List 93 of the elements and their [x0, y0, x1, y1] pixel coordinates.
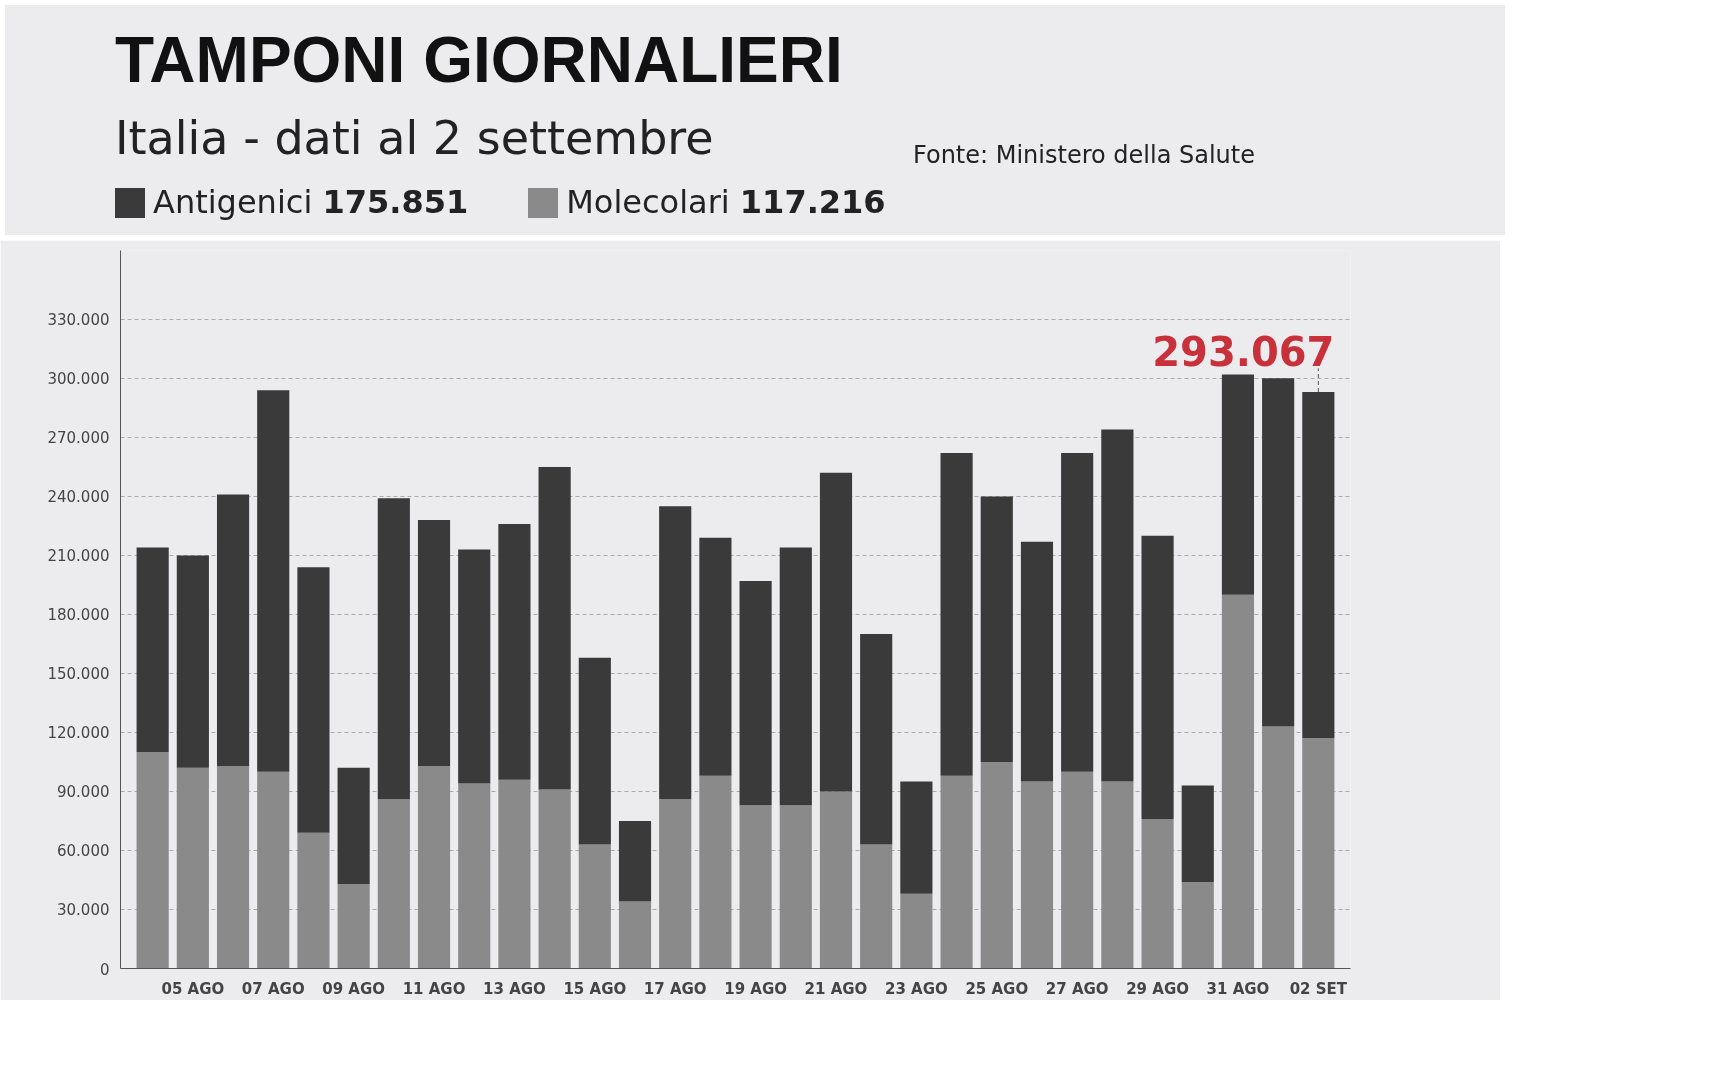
- bar: [900, 893, 933, 969]
- chart-title: TAMPONI GIORNALIERI: [115, 23, 844, 98]
- bar: [1101, 429, 1134, 782]
- y-tick-label: 0: [99, 960, 110, 979]
- x-tick-label: 31 AGO: [1206, 979, 1270, 998]
- bar: [176, 555, 209, 768]
- x-tick-label: 15 AGO: [563, 979, 627, 998]
- bar: [819, 791, 853, 969]
- bar: [860, 844, 893, 969]
- bar: [337, 883, 370, 969]
- x-tick-label: 07 AGO: [241, 979, 305, 998]
- bar: [176, 767, 209, 969]
- y-tick-label: 90.000: [57, 783, 110, 802]
- bar: [940, 775, 973, 969]
- bar: [1221, 374, 1255, 595]
- bar: [1181, 785, 1214, 882]
- bar: [1181, 881, 1214, 969]
- bar: [618, 820, 652, 902]
- x-tick-label: 13 AGO: [483, 979, 546, 998]
- x-tick-label: 23 AGO: [885, 979, 948, 998]
- bar: [1020, 781, 1054, 969]
- y-tick-label: 60.000: [57, 842, 110, 861]
- x-tick-label: 09 AGO: [322, 979, 386, 998]
- x-tick-label: 27 AGO: [1045, 979, 1109, 998]
- bar: [1101, 781, 1134, 969]
- bar: [1061, 453, 1094, 772]
- bar: [458, 549, 491, 784]
- bar: [659, 506, 692, 800]
- bar: [538, 466, 571, 790]
- bar: [819, 472, 853, 792]
- x-tick-label: 29 AGO: [1126, 979, 1189, 998]
- annotation: 293.067: [1152, 329, 1335, 376]
- bar: [1061, 771, 1094, 969]
- bar: [618, 901, 652, 969]
- y-tick-label: 120.000: [47, 724, 110, 743]
- x-tick-label: 02 SET: [1289, 979, 1348, 998]
- y-tick-label: 180.000: [47, 606, 110, 625]
- legend-label: Molecolari 117.216: [566, 182, 886, 224]
- y-tick-label: 210.000: [47, 547, 110, 566]
- bar: [257, 771, 290, 969]
- bar: [659, 799, 692, 969]
- bar: [257, 390, 290, 772]
- x-tick-label: 21 AGO: [804, 979, 868, 998]
- chart-subtitle: Italia - dati al 2 settembre: [115, 110, 714, 168]
- bar: [1302, 737, 1335, 969]
- bar: [699, 775, 732, 969]
- x-tick-label: 11 AGO: [402, 979, 466, 998]
- bar: [1141, 535, 1174, 819]
- bar: [216, 765, 250, 969]
- bar: [377, 799, 410, 969]
- y-tick-label: 150.000: [47, 665, 110, 684]
- bar: [860, 634, 893, 845]
- y-tick-label: 240.000: [47, 488, 110, 507]
- bar: [498, 523, 531, 780]
- bar: [136, 752, 169, 969]
- bar: [297, 832, 330, 969]
- bar: [538, 789, 571, 969]
- source-note: Fonte: Ministero della Salute: [913, 139, 1255, 171]
- bar: [900, 781, 933, 894]
- y-tick-label: 270.000: [47, 429, 110, 448]
- bar: [980, 761, 1013, 969]
- bar: [216, 494, 250, 766]
- x-tick-label: 17 AGO: [643, 979, 707, 998]
- bar: [297, 567, 330, 833]
- y-tick-label: 330.000: [47, 311, 110, 330]
- bar: [1302, 392, 1335, 738]
- bar: [337, 767, 370, 884]
- x-tick-label: 25 AGO: [965, 979, 1029, 998]
- bar: [1141, 819, 1174, 969]
- bar: [739, 805, 772, 969]
- bar: [578, 657, 611, 845]
- bar: [1020, 541, 1054, 782]
- bar: [779, 805, 812, 969]
- bar: [779, 547, 812, 806]
- bar: [377, 498, 410, 800]
- bar: [498, 779, 531, 969]
- bar: [699, 537, 732, 776]
- bar: [940, 453, 973, 776]
- bar: [136, 547, 169, 753]
- bar: [458, 783, 491, 969]
- bar: [739, 580, 772, 806]
- bar: [578, 844, 611, 969]
- bar: [980, 496, 1013, 762]
- bar: [1262, 726, 1295, 969]
- y-tick-label: 30.000: [57, 901, 110, 920]
- bar: [1262, 378, 1295, 727]
- bar: [1221, 594, 1255, 969]
- x-tick-label: 19 AGO: [724, 979, 787, 998]
- bar: [417, 520, 451, 766]
- y-tick-label: 300.000: [47, 370, 110, 389]
- x-tick-label: 05 AGO: [161, 979, 225, 998]
- legend-label: Antigenici 175.851: [153, 182, 469, 224]
- bar: [417, 765, 451, 969]
